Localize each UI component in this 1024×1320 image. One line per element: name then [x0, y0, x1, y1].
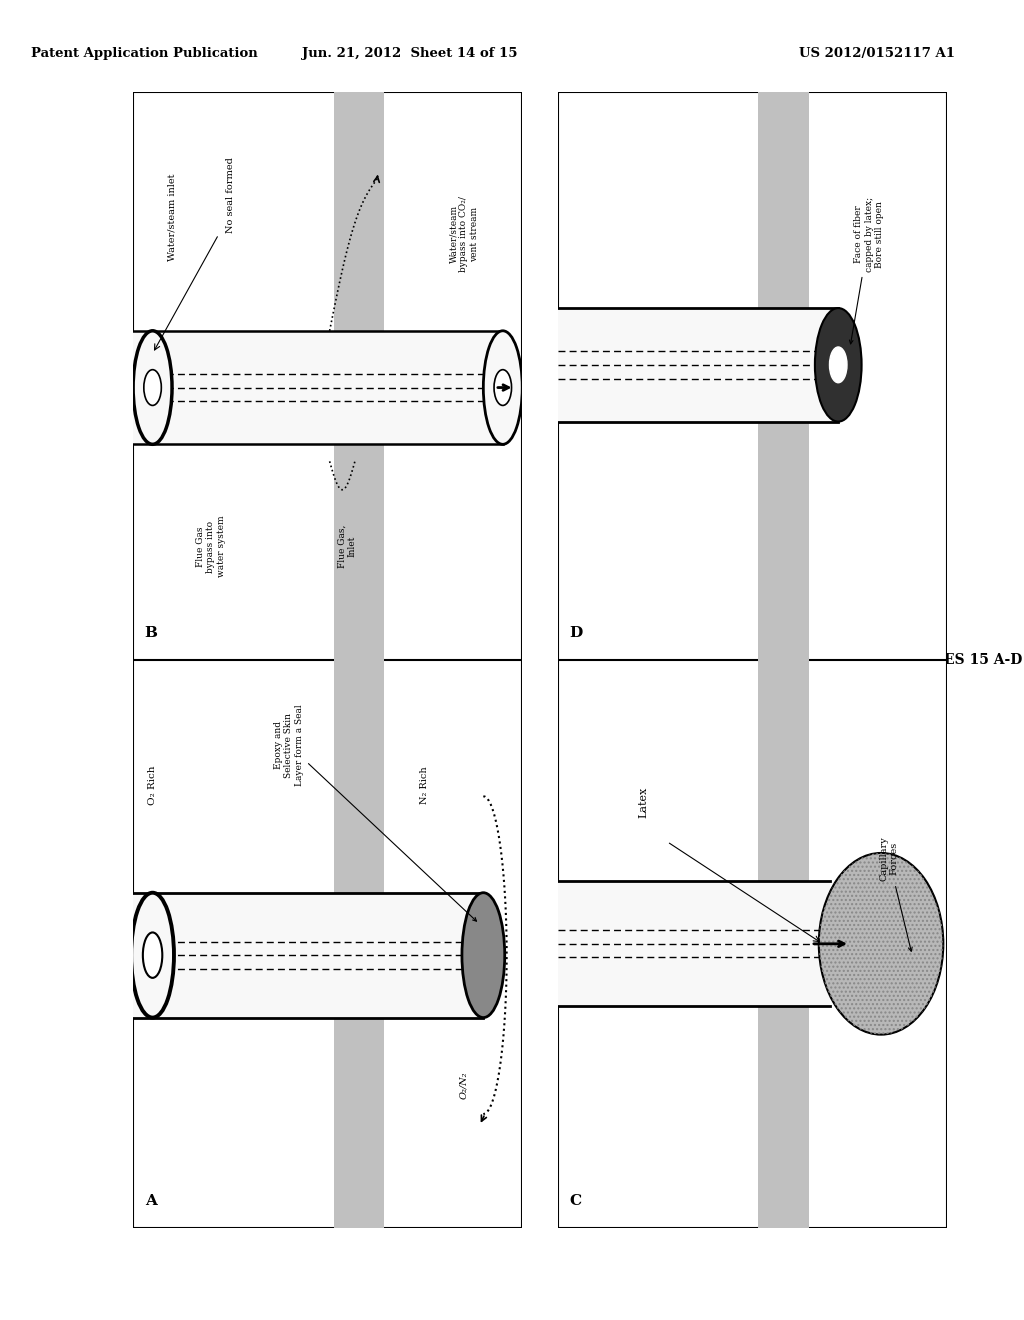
Text: Jun. 21, 2012  Sheet 14 of 15: Jun. 21, 2012 Sheet 14 of 15 — [302, 46, 517, 59]
Text: US 2012/0152117 A1: US 2012/0152117 A1 — [799, 46, 954, 59]
Bar — [759, 660, 809, 1228]
Text: O₂ Rich: O₂ Rich — [148, 766, 157, 805]
Text: O₂/N₂: O₂/N₂ — [460, 1072, 468, 1100]
Bar — [334, 660, 384, 1228]
Text: No seal formed: No seal formed — [226, 157, 234, 232]
Ellipse shape — [494, 370, 512, 405]
Text: D: D — [569, 626, 583, 640]
Bar — [558, 308, 839, 421]
Text: FIGURES 15 A-D: FIGURES 15 A-D — [892, 653, 1023, 667]
Circle shape — [819, 853, 943, 1035]
Text: A: A — [144, 1193, 157, 1208]
Ellipse shape — [815, 308, 861, 421]
Bar — [133, 331, 503, 445]
Text: C: C — [569, 1193, 582, 1208]
Text: Capillary
Forces: Capillary Forces — [880, 837, 912, 952]
Bar — [759, 660, 809, 1228]
Ellipse shape — [552, 882, 588, 1006]
Bar — [334, 92, 384, 660]
Text: B: B — [144, 626, 158, 640]
Bar — [759, 92, 809, 660]
Bar — [334, 92, 384, 660]
Ellipse shape — [143, 932, 163, 978]
Ellipse shape — [483, 331, 522, 445]
Text: Patent Application Publication: Patent Application Publication — [31, 46, 257, 59]
Ellipse shape — [143, 370, 162, 405]
Ellipse shape — [133, 331, 172, 445]
Bar — [558, 882, 830, 1006]
Ellipse shape — [552, 308, 588, 421]
Bar — [133, 892, 483, 1018]
Text: N₂ Rich: N₂ Rich — [421, 766, 429, 804]
Text: Flue Gas
bypass into
water system: Flue Gas bypass into water system — [196, 516, 226, 577]
Ellipse shape — [131, 892, 174, 1018]
Text: Latex: Latex — [639, 787, 648, 817]
Text: Flue Gas,
Inlet: Flue Gas, Inlet — [338, 525, 356, 568]
Text: Face of fiber
capped by latex;
Bore still open: Face of fiber capped by latex; Bore stil… — [850, 197, 885, 343]
Ellipse shape — [462, 892, 505, 1018]
Text: Water/steam
bypass into CO₂/
vent stream: Water/steam bypass into CO₂/ vent stream — [449, 197, 479, 272]
Bar — [334, 660, 384, 1228]
Text: Epoxy and
Selective Skin
Layer form a Seal: Epoxy and Selective Skin Layer form a Se… — [273, 705, 476, 921]
Text: Water/steam inlet: Water/steam inlet — [168, 173, 176, 261]
Ellipse shape — [829, 347, 847, 383]
Bar — [759, 92, 809, 660]
